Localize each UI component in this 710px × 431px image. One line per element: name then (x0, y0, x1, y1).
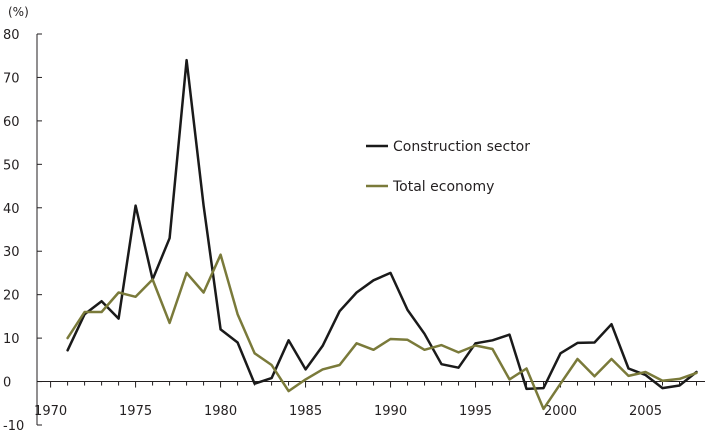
x-tick-label: 1995 (459, 404, 492, 419)
y-tick-label: 40 (3, 202, 20, 217)
y-tick-label: 10 (3, 332, 20, 347)
series-line-construction (66, 58, 698, 391)
x-tick-label: 2005 (629, 404, 662, 419)
x-tick-label: 2000 (544, 404, 577, 419)
y-tick-label: 70 (3, 71, 20, 86)
x-tick-label: 1970 (34, 404, 67, 419)
series-line-total (66, 253, 698, 411)
legend-label-construction: Construction sector (393, 139, 530, 155)
x-axis: 1970 1975 1980 1985 1990 1995 2000 2005 (34, 381, 705, 419)
y-axis: -10 0 10 20 30 40 50 60 70 80 (3, 28, 42, 431)
y-tick-label: 80 (3, 28, 20, 43)
y-tick-label: 0 (3, 376, 11, 391)
x-tick-label: 1985 (289, 404, 322, 419)
y-tick-label: -10 (3, 419, 24, 431)
legend-label-total: Total economy (392, 179, 494, 195)
y-tick-label: 50 (3, 158, 20, 173)
y-tick-label: 60 (3, 115, 20, 130)
y-unit-label: (%) (8, 5, 29, 19)
legend: Construction sector Total economy (366, 139, 530, 195)
series-layer (66, 58, 698, 411)
y-tick-label: 20 (3, 289, 20, 304)
x-tick-label: 1975 (119, 404, 152, 419)
x-tick-label: 1990 (374, 404, 407, 419)
y-tick-label: 30 (3, 245, 20, 260)
x-tick-label: 1980 (204, 404, 237, 419)
